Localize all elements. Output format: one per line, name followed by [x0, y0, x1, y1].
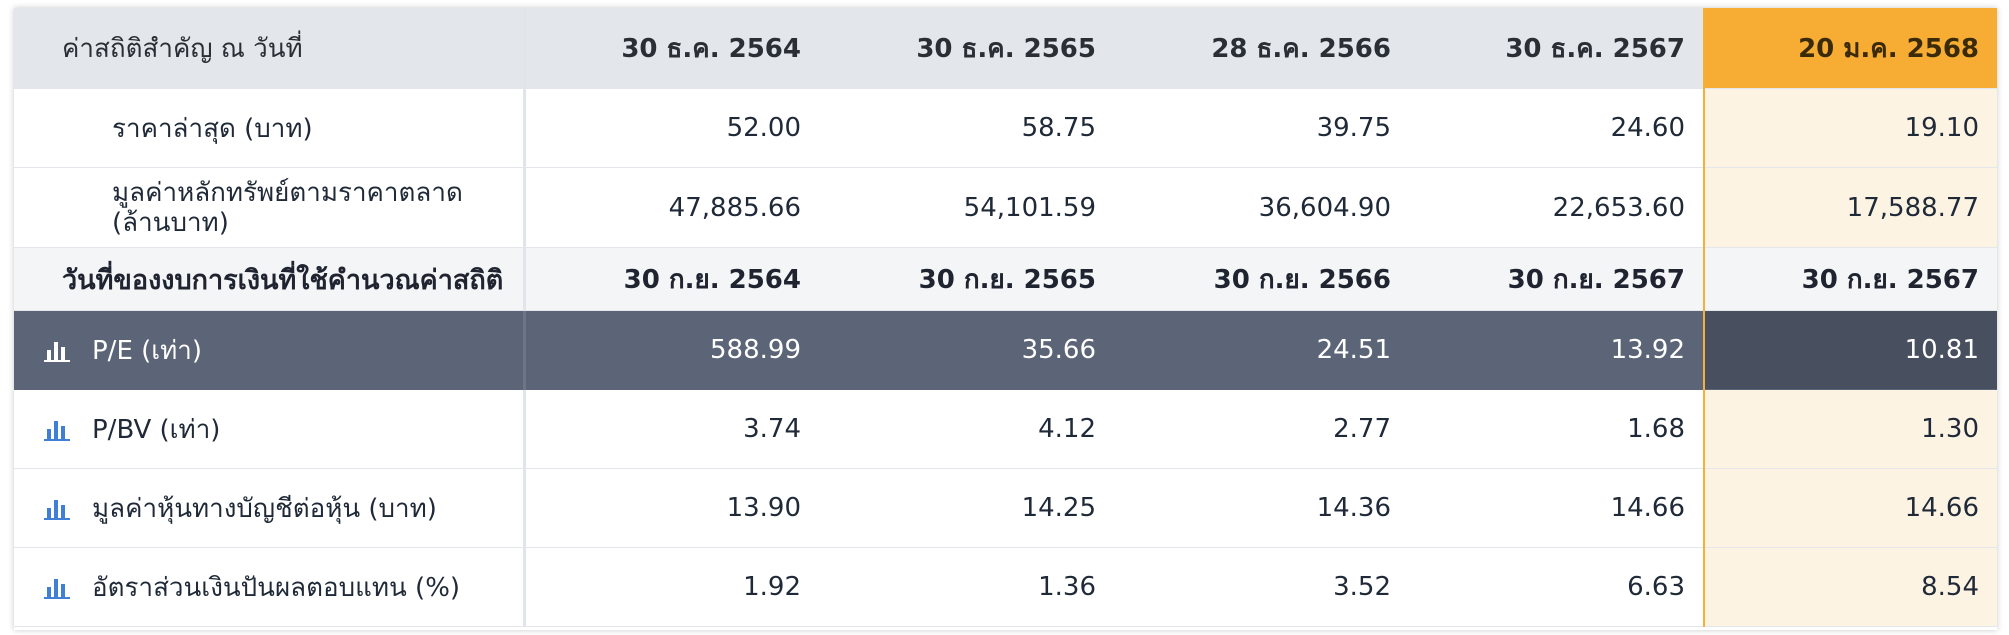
header-label: ค่าสถิติสำคัญ ณ วันที่ [14, 8, 526, 89]
table-row-last-price: ราคาล่าสุด (บาท) 52.00 58.75 39.75 24.60… [14, 88, 1997, 168]
bar-chart-icon[interactable] [44, 338, 70, 362]
cell-value: 30 ก.ย. 2565 [819, 247, 1114, 311]
table-row-pe-selected[interactable]: P/E (เท่า) 588.99 35.66 24.51 13.92 10.8… [14, 310, 1997, 390]
cell-value: 30 ก.ย. 2567 [1703, 247, 1997, 311]
table-row-statement-date: วันที่ของงบการเงินที่ใช้คำนวณค่าสถิติ 30… [14, 247, 1997, 311]
cell-value: 10.81 [1703, 310, 1997, 390]
table-row-market-cap: มูลค่าหลักทรัพย์ตามราคาตลาด (ล้านบาท) 47… [14, 167, 1997, 248]
cell-value: 19.10 [1703, 88, 1997, 168]
cell-value: 36,604.90 [1114, 167, 1409, 248]
cell-value: 35.66 [819, 310, 1114, 390]
table-row-dividend-yield[interactable]: อัตราส่วนเงินปันผลตอบแทน (%) 1.92 1.36 3… [14, 547, 1997, 627]
header-date-4: 30 ธ.ค. 2567 [1409, 8, 1704, 89]
row-label: มูลค่าหลักทรัพย์ตามราคาตลาด (ล้านบาท) [14, 167, 526, 248]
row-label: มูลค่าหุ้นทางบัญชีต่อหุ้น (บาท) [92, 493, 437, 524]
cell-value: 6.63 [1409, 547, 1704, 627]
row-label: วันที่ของงบการเงินที่ใช้คำนวณค่าสถิติ [14, 247, 526, 311]
key-statistics-table: ค่าสถิติสำคัญ ณ วันที่ 30 ธ.ค. 2564 30 ธ… [14, 8, 1997, 627]
row-label: ราคาล่าสุด (บาท) [14, 88, 526, 168]
header-date-2: 30 ธ.ค. 2565 [819, 8, 1114, 89]
cell-value: 8.54 [1703, 547, 1997, 627]
cell-value: 58.75 [819, 88, 1114, 168]
key-statistics-table-card: ค่าสถิติสำคัญ ณ วันที่ 30 ธ.ค. 2564 30 ธ… [14, 8, 1997, 630]
header-date-1: 30 ธ.ค. 2564 [524, 8, 819, 89]
cell-value: 1.68 [1409, 389, 1704, 469]
cell-value: 54,101.59 [819, 167, 1114, 248]
cell-value: 30 ก.ย. 2566 [1114, 247, 1409, 311]
cell-value: 22,653.60 [1409, 167, 1704, 248]
table-row-book-value[interactable]: มูลค่าหุ้นทางบัญชีต่อหุ้น (บาท) 13.90 14… [14, 468, 1997, 548]
row-label-cell[interactable]: อัตราส่วนเงินปันผลตอบแทน (%) [14, 547, 526, 627]
cell-value: 39.75 [1114, 88, 1409, 168]
bar-chart-icon[interactable] [44, 496, 70, 520]
row-label-cell[interactable]: มูลค่าหุ้นทางบัญชีต่อหุ้น (บาท) [14, 468, 526, 548]
cell-value: 24.60 [1409, 88, 1704, 168]
cell-value: 1.92 [524, 547, 819, 627]
cell-value: 17,588.77 [1703, 167, 1997, 248]
cell-value: 14.66 [1409, 468, 1704, 548]
header-date-latest: 20 ม.ค. 2568 [1703, 8, 1997, 89]
cell-value: 588.99 [524, 310, 819, 390]
row-label: P/BV (เท่า) [92, 414, 221, 445]
table-row-pbv[interactable]: P/BV (เท่า) 3.74 4.12 2.77 1.68 1.30 [14, 389, 1997, 469]
cell-value: 4.12 [819, 389, 1114, 469]
bar-chart-icon[interactable] [44, 417, 70, 441]
cell-value: 47,885.66 [524, 167, 819, 248]
cell-value: 52.00 [524, 88, 819, 168]
cell-value: 14.36 [1114, 468, 1409, 548]
cell-value: 1.30 [1703, 389, 1997, 469]
cell-value: 30 ก.ย. 2564 [524, 247, 819, 311]
row-label-cell[interactable]: P/E (เท่า) [14, 310, 526, 390]
cell-value: 3.52 [1114, 547, 1409, 627]
cell-value: 13.92 [1409, 310, 1704, 390]
cell-value: 1.36 [819, 547, 1114, 627]
row-label-cell[interactable]: P/BV (เท่า) [14, 389, 526, 469]
table-header-row: ค่าสถิติสำคัญ ณ วันที่ 30 ธ.ค. 2564 30 ธ… [14, 8, 1997, 89]
cell-value: 13.90 [524, 468, 819, 548]
row-label: P/E (เท่า) [92, 335, 203, 366]
cell-value: 30 ก.ย. 2567 [1409, 247, 1704, 311]
cell-value: 3.74 [524, 389, 819, 469]
bar-chart-icon[interactable] [44, 575, 70, 599]
row-label: อัตราส่วนเงินปันผลตอบแทน (%) [92, 572, 461, 603]
cell-value: 24.51 [1114, 310, 1409, 390]
cell-value: 14.66 [1703, 468, 1997, 548]
cell-value: 2.77 [1114, 389, 1409, 469]
cell-value: 14.25 [819, 468, 1114, 548]
header-date-3: 28 ธ.ค. 2566 [1114, 8, 1409, 89]
